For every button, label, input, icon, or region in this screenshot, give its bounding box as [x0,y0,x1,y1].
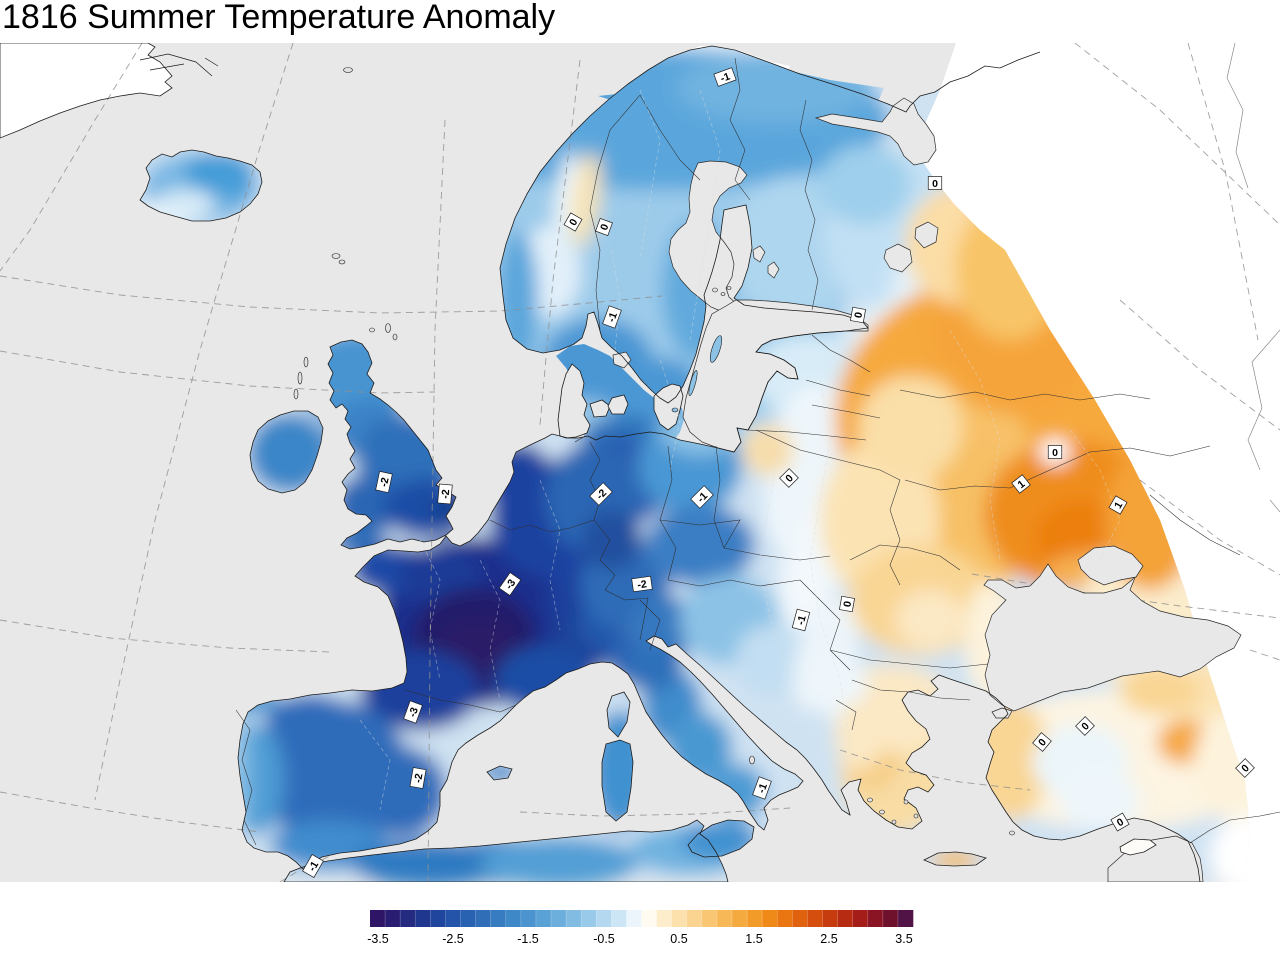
svg-text:1.5: 1.5 [745,932,762,946]
svg-text:0: 0 [1115,816,1126,829]
svg-text:-3: -3 [407,706,422,719]
svg-text:1816 Summer Temperature Anomal: 1816 Summer Temperature Anomaly [2,0,555,36]
svg-text:0: 0 [1052,447,1058,459]
svg-text:-1: -1 [756,782,771,795]
svg-text:2.5: 2.5 [820,932,837,946]
svg-text:-2.5: -2.5 [442,932,464,946]
svg-text:0: 0 [841,600,854,608]
svg-text:-0.5: -0.5 [593,932,615,946]
svg-text:-2: -2 [378,476,392,488]
svg-text:3.5: 3.5 [895,932,912,946]
svg-text:-1: -1 [719,70,732,85]
svg-text:-3.5: -3.5 [367,932,389,946]
svg-text:-2: -2 [412,772,425,783]
svg-text:-1: -1 [606,311,621,324]
svg-text:-2: -2 [439,489,452,500]
svg-text:0: 0 [598,222,611,232]
svg-text:-2: -2 [637,578,648,591]
svg-text:0: 0 [852,311,865,319]
svg-text:-1.5: -1.5 [517,932,539,946]
svg-text:1: 1 [1112,500,1125,511]
svg-text:-1: -1 [795,614,809,626]
svg-text:0: 0 [567,217,580,228]
svg-text:0: 0 [932,178,938,190]
svg-text:0.5: 0.5 [670,932,687,946]
